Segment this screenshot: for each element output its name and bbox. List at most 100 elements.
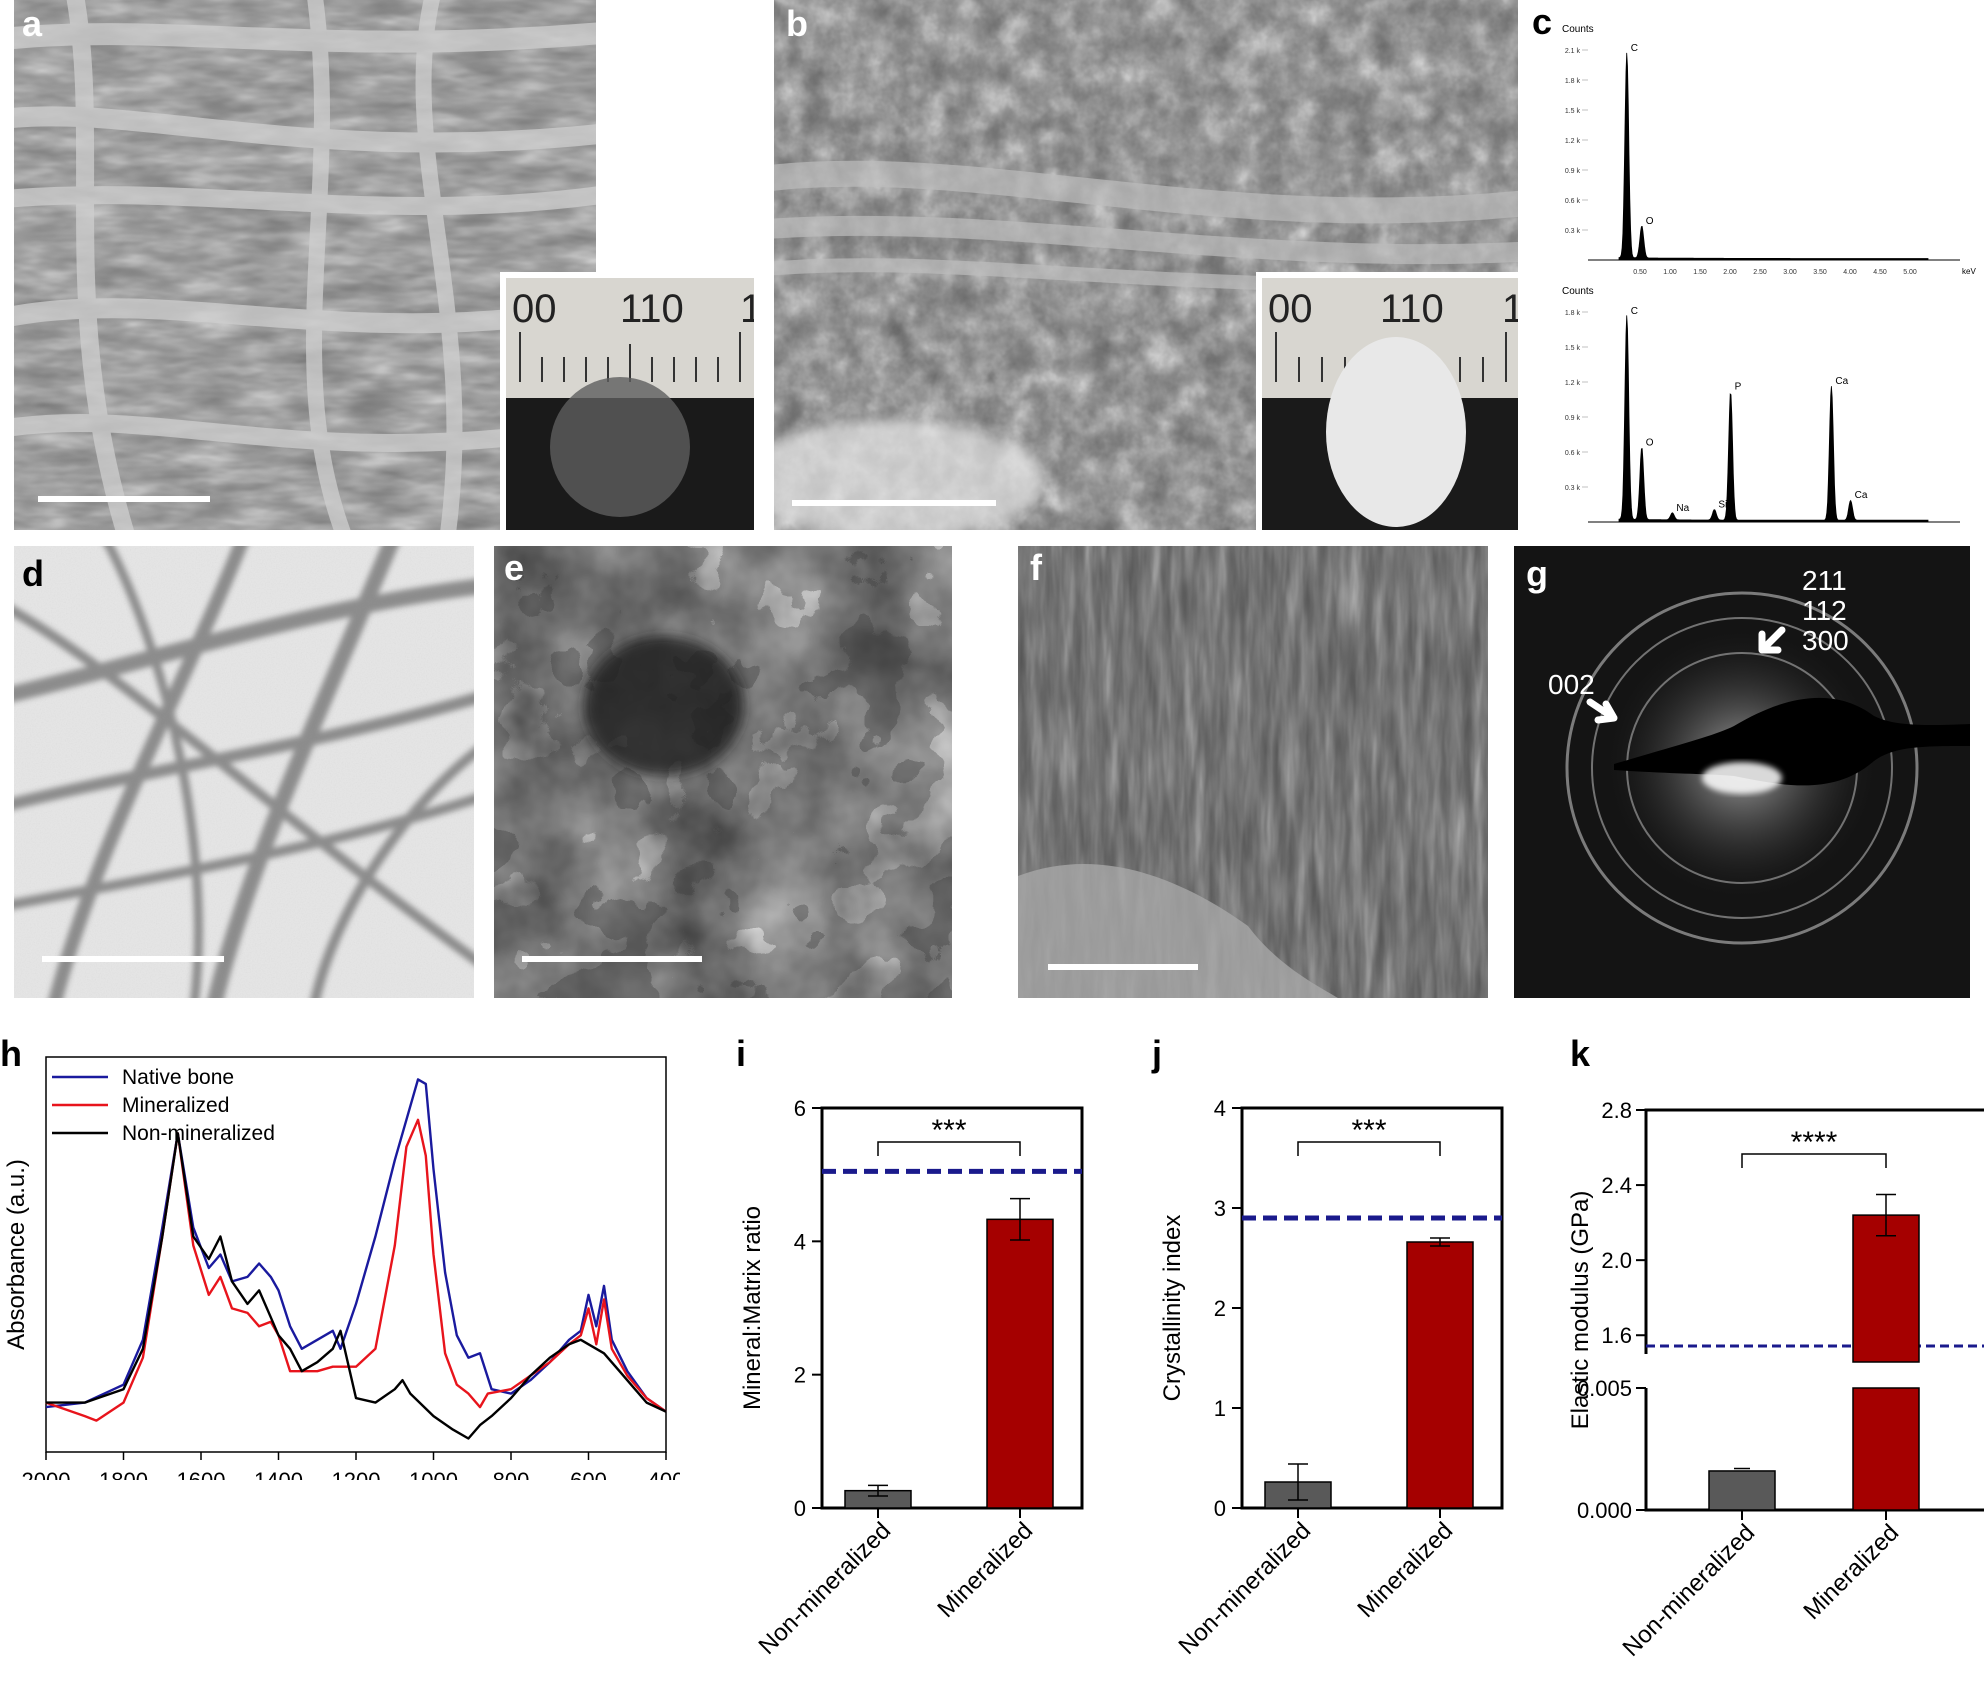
eds-ytick: 0.9 k: [1565, 415, 1581, 422]
eds-xunit: keV: [1962, 267, 1976, 276]
y-tick-label: 0.005: [1577, 1376, 1632, 1401]
bar-mineralized-upper: [1852, 1214, 1920, 1363]
y-axis-label: Crystallinity index: [1159, 1215, 1186, 1402]
x-tick-label: Mineralized: [1352, 1517, 1458, 1623]
eds-xtick: 2.00: [1723, 269, 1737, 276]
x-tick-label: Non-mineralized: [754, 1517, 897, 1660]
y-tick-label: 0: [1214, 1496, 1226, 1521]
significance-label: ***: [1351, 1114, 1386, 1147]
eds-ytick: 1.2 k: [1565, 380, 1581, 387]
eds-xtick: 1.00: [1663, 269, 1677, 276]
white-arrow-icon-2: [1586, 698, 1618, 724]
bar-chart-mineral-matrix: 0 2 4 6 Mineral:Matrix ratio Non-mineralized M…: [739, 1096, 1084, 1660]
eds-ytick: 0.3 k: [1565, 228, 1581, 235]
eds-spectrum: [1618, 52, 1929, 261]
eds-xtick: 1.50: [1693, 269, 1707, 276]
eds-spectra: Counts 2.1 k 1.8 k 1.5 k 1.2 k 0.9 k 0.6 k 0.3 …: [1562, 24, 1976, 530]
panel-label-f: f: [1030, 547, 1042, 588]
ruler-label-mid-b: 110: [1380, 287, 1444, 331]
ring-label-211: 211: [1802, 565, 1847, 596]
x-tick-label: 1000: [409, 1468, 458, 1480]
eds-ytick: 1.5 k: [1565, 108, 1581, 115]
legend-label: Non-mineralized: [122, 1122, 275, 1145]
sample-disc-b: [1326, 337, 1466, 527]
ruler-label-mid: 110: [620, 287, 684, 331]
y-tick-label: 0.000: [1577, 1498, 1632, 1523]
eds-ytick: 1.5 k: [1565, 345, 1581, 352]
eds-xtick: 2.50: [1753, 269, 1767, 276]
y-tick-label: 4: [794, 1229, 806, 1254]
y-tick-label: 4: [1214, 1096, 1226, 1121]
bar-mineralized: [986, 1218, 1054, 1509]
x-tick-label: 1400: [254, 1468, 303, 1480]
panel-label-b: b: [786, 3, 808, 44]
y-axis-label: Absorbance (a.u.): [3, 1159, 30, 1350]
scale-bar: [38, 496, 210, 502]
eds-xtick: 5.00: [1903, 269, 1917, 276]
eds-ylabel: Counts: [1562, 286, 1594, 297]
eds-ytick: 1.8 k: [1565, 78, 1581, 85]
y-tick-label: 2: [794, 1363, 806, 1388]
plot-frame: [820, 1106, 1084, 1510]
eds-peak-label: Ca: [1835, 376, 1848, 387]
white-arrow-icon: [1758, 626, 1786, 654]
eds-ytick: 0.9 k: [1565, 168, 1581, 175]
x-tick-label: 400: [648, 1468, 680, 1480]
eds-ytick: 0.6 k: [1565, 198, 1581, 205]
panel-label-h: h: [0, 1033, 22, 1074]
y-tick-label: 0: [794, 1496, 806, 1521]
significance-label: ***: [931, 1114, 966, 1147]
bar-mineralized-lower: [1852, 1387, 1920, 1511]
eds-peak-label: C: [1631, 43, 1638, 54]
ring-label-112: 112: [1802, 595, 1847, 626]
x-tick-label: Non-mineralized: [1618, 1519, 1761, 1662]
y-tick-label: 1: [1214, 1396, 1226, 1421]
y-tick-label: 6: [794, 1096, 806, 1121]
panel-label-g: g: [1526, 553, 1548, 594]
y-tick-label: 2.8: [1601, 1098, 1632, 1123]
eds-xtick: 4.50: [1873, 269, 1887, 276]
y-tick-label: 1.6: [1601, 1323, 1632, 1348]
eds-peak-label: C: [1631, 306, 1638, 317]
eds-peak-label: O: [1646, 438, 1654, 449]
eds-xunit: keV: [1962, 529, 1976, 530]
panel-label-j: j: [1152, 1033, 1163, 1074]
eds-peak-label: P: [1735, 382, 1742, 393]
y-tick-label: 2.0: [1601, 1248, 1632, 1273]
eds-peak-label: Ca: [1855, 490, 1868, 501]
eds-xtick: 4.00: [1843, 269, 1857, 276]
bar-chart-crystallinity: 0 1 2 3 4 Crystallinity index Non-mineralized M…: [1159, 1096, 1504, 1660]
legend-label: Native bone: [122, 1066, 234, 1089]
y-axis-label: Mineral:Matrix ratio: [739, 1206, 766, 1410]
eds-ytick: 0.6 k: [1565, 450, 1581, 457]
eds-ytick: 0.3 k: [1565, 485, 1581, 492]
x-tick-label: Non-mineralized: [1174, 1517, 1317, 1660]
x-tick-label: 600: [570, 1468, 607, 1480]
x-tick-label: 800: [493, 1468, 530, 1480]
legend-label: Mineralized: [122, 1094, 229, 1117]
significance-bracket: [877, 1141, 1021, 1156]
ruler-label-right: 1: [740, 287, 754, 331]
x-tick-label: Mineralized: [1798, 1519, 1904, 1625]
panel-label-c: c: [1532, 1, 1553, 42]
series-line-mineralized: [45, 1118, 667, 1422]
ruler-label-left: 00: [512, 287, 557, 331]
panel-label-i: i: [736, 1033, 747, 1074]
inset-sample-photo-b: 00 110 1: [1256, 272, 1524, 530]
diffraction-pattern: [1514, 546, 1970, 998]
panel-label-d: d: [22, 553, 44, 594]
y-tick-label: 2.4: [1601, 1173, 1632, 1198]
x-tick-label: 1600: [177, 1468, 226, 1480]
scale-bar-b: [792, 500, 996, 506]
lower-frame: [1644, 1388, 1984, 1512]
sem-image-non-mineralized: [14, 0, 596, 530]
ruler-label-right-b: 1: [1502, 287, 1518, 331]
ruler-label-left-b: 00: [1268, 287, 1313, 331]
eds-xtick: 3.50: [1813, 269, 1827, 276]
eds-spectrum: [1618, 315, 1929, 523]
series-line-non-mineralized: [46, 1132, 667, 1440]
x-tick-label: Mineralized: [932, 1517, 1038, 1623]
significance-bracket: [1741, 1153, 1887, 1168]
